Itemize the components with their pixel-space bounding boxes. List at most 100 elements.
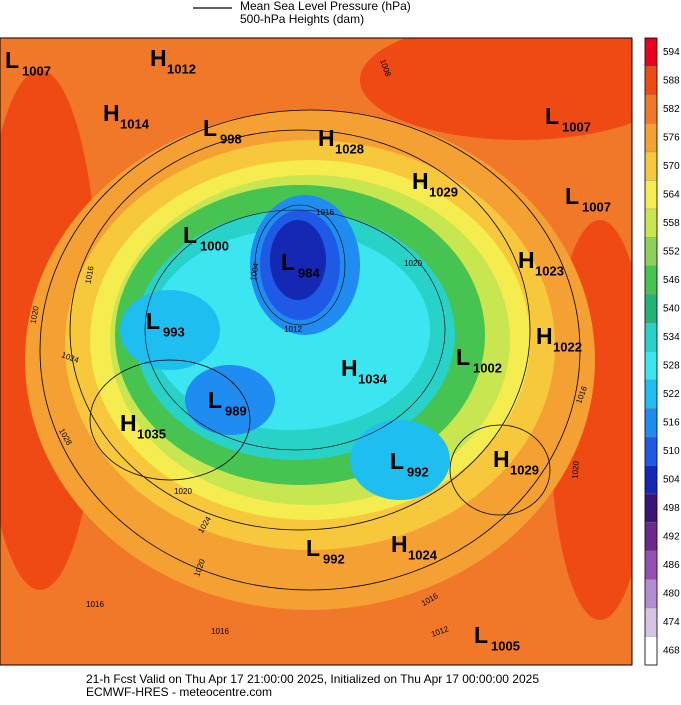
colorbar-swatch <box>644 208 658 238</box>
colorbar-label: 468 <box>663 645 680 656</box>
colorbar-swatch <box>644 436 658 466</box>
system-letter: H <box>150 45 167 71</box>
colorbar-swatch <box>644 493 658 523</box>
colorbar-label: 516 <box>663 417 680 428</box>
system-pressure: 1023 <box>535 263 564 278</box>
system-pressure: 984 <box>298 265 320 280</box>
system-letter: L <box>456 344 470 370</box>
contour-label: 1020 <box>404 259 422 268</box>
colorbar-label: 528 <box>663 360 680 371</box>
system-pressure: 1024 <box>408 547 438 562</box>
contour-label: 1016 <box>84 265 96 285</box>
colorbar-label: 504 <box>663 474 680 485</box>
contour-label: 1020 <box>570 460 581 479</box>
system-letter: H <box>518 247 535 273</box>
colorbar-label: 546 <box>663 275 680 286</box>
colorbar-label: 492 <box>663 531 680 542</box>
system-pressure: 992 <box>323 551 345 566</box>
system-letter: H <box>536 323 553 349</box>
system-letter: H <box>341 355 358 381</box>
colorbar-swatch <box>644 636 658 666</box>
colorbar-swatch <box>644 237 658 267</box>
system-pressure: 1029 <box>510 462 539 477</box>
colorbar-label: 588 <box>663 75 680 86</box>
system-pressure: 1007 <box>22 63 51 78</box>
system-letter: H <box>391 531 408 557</box>
system-pressure: 1035 <box>137 426 166 441</box>
system-pressure: 1000 <box>200 238 229 253</box>
system-letter: L <box>474 622 488 648</box>
colorbar-swatch <box>644 465 658 495</box>
map <box>0 37 633 666</box>
colorbar-label: 480 <box>663 588 680 599</box>
colorbar-label: 570 <box>663 161 680 172</box>
system-pressure: 998 <box>220 131 242 146</box>
colorbar-swatch <box>644 294 658 324</box>
system-pressure: 1005 <box>491 638 520 653</box>
system-letter: L <box>203 115 217 141</box>
system-letter: L <box>146 308 160 334</box>
colorbar-swatch <box>644 66 658 96</box>
legend-fill-label: 500-hPa Heights (dam) <box>240 12 364 26</box>
system-letter: H <box>412 168 429 194</box>
footer-source: ECMWF-HRES - meteocentre.com <box>86 685 272 699</box>
system-pressure: 1028 <box>335 141 364 156</box>
colorbar-label: 522 <box>663 389 680 400</box>
colorbar-label: 486 <box>663 560 680 571</box>
contour-label: 1004 <box>249 262 261 282</box>
system-pressure: 1002 <box>473 360 502 375</box>
colorbar-label: 594 <box>663 47 680 58</box>
colorbar-swatch <box>644 180 658 210</box>
colorbar-swatch <box>644 123 658 153</box>
system-pressure: 1029 <box>429 184 458 199</box>
system-pressure: 993 <box>163 324 185 339</box>
system-letter: L <box>208 387 222 413</box>
colorbar-swatch <box>644 379 658 409</box>
colorbar-swatch <box>644 550 658 580</box>
system-letter: H <box>493 446 510 472</box>
colorbar-label: 498 <box>663 503 680 514</box>
system-pressure: 989 <box>225 403 247 418</box>
contour-label: 1016 <box>211 627 229 636</box>
system-pressure: 1012 <box>167 61 196 76</box>
system-letter: H <box>318 125 335 151</box>
colorbar-swatch <box>644 607 658 637</box>
system-letter: L <box>281 249 295 275</box>
colorbar-swatch <box>644 151 658 181</box>
contour-label: 1012 <box>284 325 302 334</box>
system-letter: L <box>306 535 320 561</box>
colorbar: 594 588 582 576 570 564 558 552 546 540 534 528 522 5… <box>644 37 680 666</box>
contour-label: 1020 <box>174 487 192 496</box>
legend-line-label: Mean Sea Level Pressure (hPa) <box>240 0 411 13</box>
footer-valid: 21-h Fcst Valid on Thu Apr 17 21:00:00 2… <box>86 672 539 686</box>
system-letter: L <box>565 183 579 209</box>
system-letter: H <box>120 410 137 436</box>
system-pressure: 1022 <box>553 339 582 354</box>
contour-label: 1016 <box>86 600 104 609</box>
colorbar-label: 582 <box>663 104 680 115</box>
colorbar-label: 576 <box>663 132 680 143</box>
colorbar-swatch <box>644 522 658 552</box>
system-pressure: 992 <box>407 464 429 479</box>
contour-label: 1016 <box>316 208 334 217</box>
system-letter: L <box>390 448 404 474</box>
colorbar-frame <box>644 37 658 666</box>
system-pressure: 1007 <box>582 199 611 214</box>
colorbar-label: 474 <box>663 617 680 628</box>
colorbar-swatch <box>644 408 658 438</box>
colorbar-label: 534 <box>663 332 680 343</box>
system-letter: L <box>5 47 19 73</box>
colorbar-label: 540 <box>663 303 680 314</box>
system-pressure: 1034 <box>358 371 388 386</box>
system-letter: H <box>103 100 120 126</box>
colorbar-swatch <box>644 37 658 67</box>
colorbar-swatch <box>644 94 658 124</box>
colorbar-swatch <box>644 265 658 295</box>
colorbar-swatch <box>644 322 658 352</box>
colorbar-label: 558 <box>663 218 680 229</box>
colorbar-label: 510 <box>663 446 680 457</box>
system-letter: L <box>183 222 197 248</box>
colorbar-label: 552 <box>663 246 680 257</box>
